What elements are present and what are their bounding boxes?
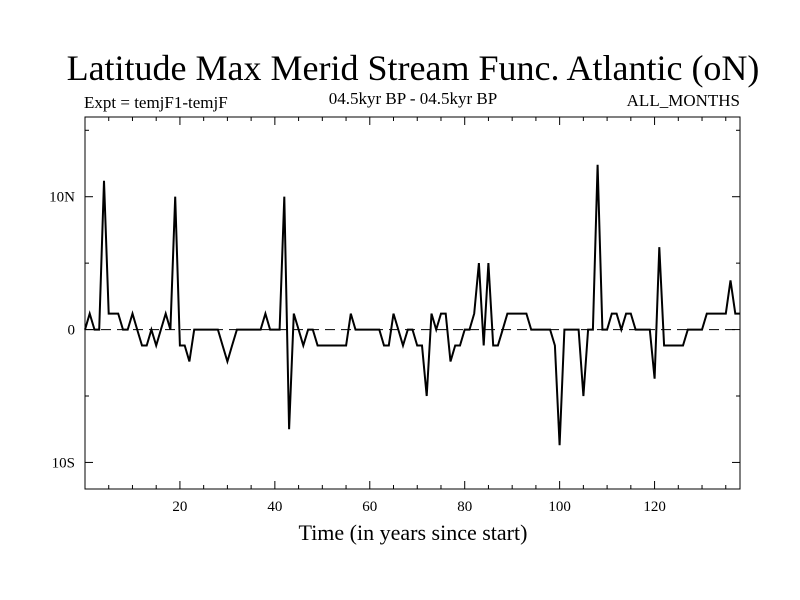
period-label: 04.5kyr BP - 04.5kyr BP bbox=[329, 89, 497, 108]
x-tick-label: 60 bbox=[362, 499, 377, 515]
series-line bbox=[84, 164, 740, 446]
experiment-label: Expt = temjF1-temjF bbox=[84, 93, 228, 112]
y-tick-label: 0 bbox=[68, 323, 76, 339]
x-tick-label: 40 bbox=[267, 499, 282, 515]
x-axis-label: Time (in years since start) bbox=[299, 520, 528, 545]
months-label: ALL_MONTHS bbox=[627, 91, 740, 110]
x-tick-label: 100 bbox=[548, 499, 571, 515]
plot-frame bbox=[84, 116, 741, 490]
x-tick-label: 20 bbox=[172, 499, 187, 515]
y-tick-label: 10S bbox=[52, 455, 75, 471]
chart-title: Latitude Max Merid Stream Func. Atlantic… bbox=[67, 48, 760, 88]
y-tick-label: 10N bbox=[49, 190, 75, 206]
x-tick-label: 120 bbox=[643, 499, 666, 515]
x-tick-label: 80 bbox=[457, 499, 472, 515]
